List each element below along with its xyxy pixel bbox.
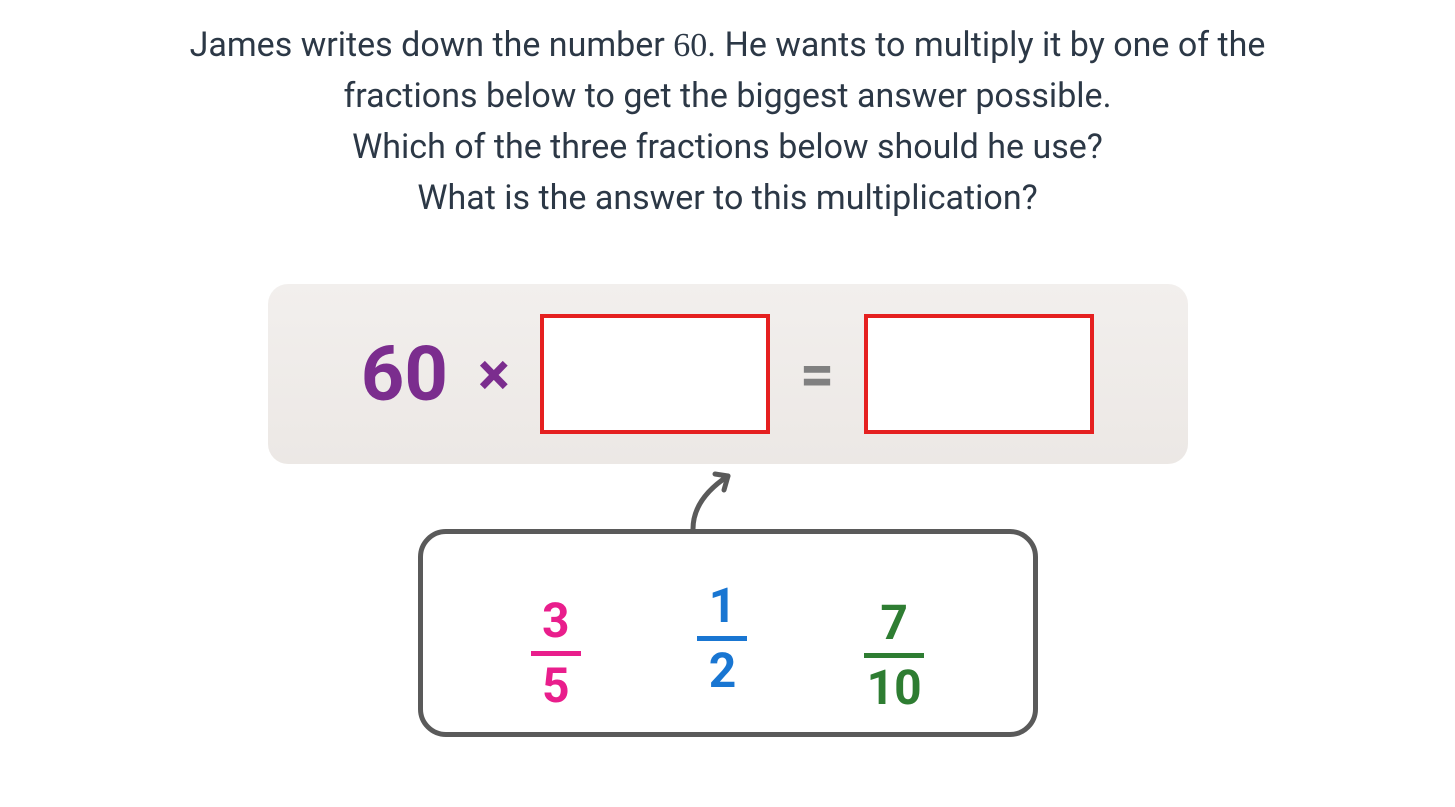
question-text: James writes down the number 60. He want…: [190, 20, 1266, 224]
arrow-icon: [673, 464, 753, 534]
question-number: 60: [673, 27, 707, 64]
fraction-option-2[interactable]: 1 2: [697, 582, 747, 695]
fraction-numerator: 7: [880, 599, 908, 647]
fraction-denominator: 10: [867, 664, 922, 712]
fraction-option-1[interactable]: 3 5: [531, 597, 581, 710]
equation-container: 60 × =: [268, 284, 1188, 464]
question-line3: Which of the three fractions below shoul…: [352, 127, 1103, 167]
equals-sign: =: [800, 339, 834, 410]
fraction-numerator: 3: [542, 597, 570, 645]
fraction-option-3[interactable]: 7 10: [864, 599, 924, 712]
question-line2: fractions below to get the biggest answe…: [343, 76, 1111, 116]
fraction-numerator: 1: [709, 582, 737, 630]
multiply-sign: ×: [478, 339, 510, 410]
fraction-denominator: 5: [542, 662, 570, 710]
fraction-options: 3 5 1 2 7 10: [418, 529, 1038, 737]
question-line1-pre: James writes down the number: [190, 25, 674, 65]
fraction-denominator: 2: [709, 647, 737, 695]
result-answer-box[interactable]: [864, 314, 1094, 434]
question-line1-post: . He wants to multiply it by one of the: [707, 25, 1265, 65]
fraction-answer-box[interactable]: [540, 314, 770, 434]
equation-number: 60: [361, 329, 448, 419]
fraction-bar: [531, 651, 581, 656]
fraction-bar: [697, 636, 747, 641]
fraction-bar: [864, 653, 924, 658]
question-line4: What is the answer to this multiplicatio…: [417, 178, 1037, 218]
